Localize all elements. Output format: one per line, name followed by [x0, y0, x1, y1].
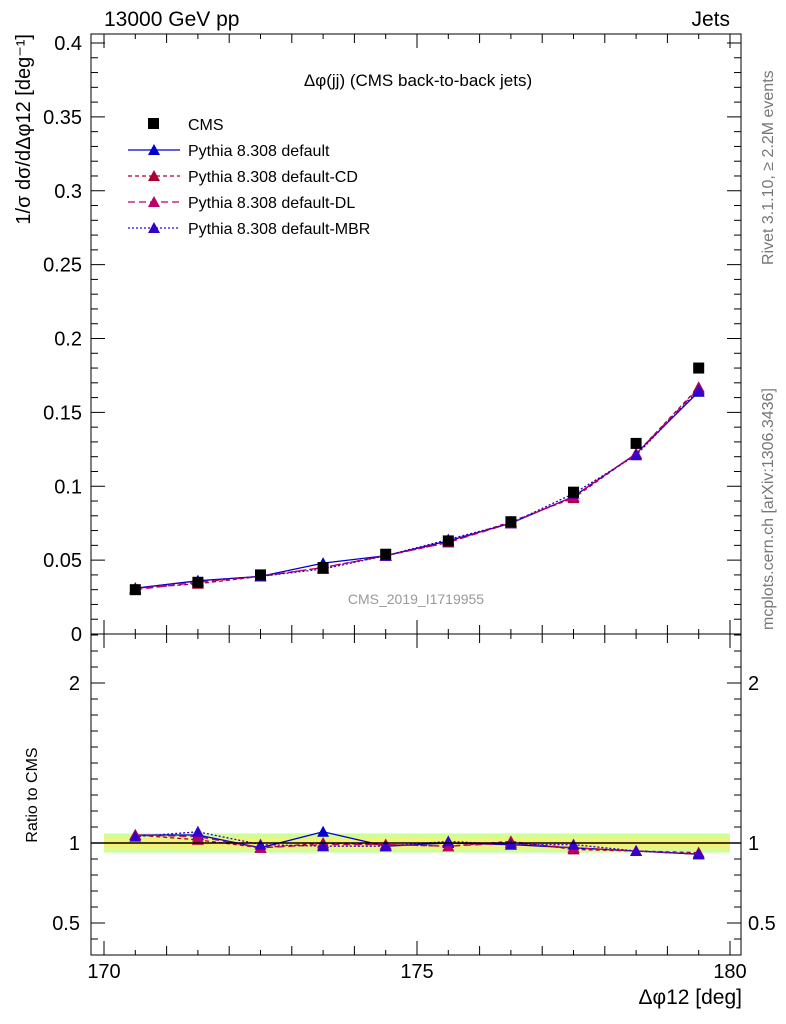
y-axis-title: 1/σ dσ/dΔφ12 [deg⁻¹]	[13, 34, 35, 225]
data-point	[442, 535, 454, 547]
ratio-series-group	[129, 825, 705, 860]
y-tick-label: 0.2	[54, 329, 82, 351]
y-tick-label: 0.25	[43, 255, 82, 277]
y-tick-label: 0.15	[43, 402, 82, 424]
data-point	[255, 569, 266, 581]
ratio-line	[135, 834, 699, 854]
ratio-point	[379, 840, 392, 852]
ratio-tick-label: 2	[69, 673, 80, 695]
data-point	[129, 584, 141, 596]
y-tick-label: 0.05	[43, 550, 82, 572]
analysis-watermark: CMS_2019_I1719955	[348, 591, 484, 607]
main-series-group	[129, 362, 705, 596]
plot-title: Δφ(jj) (CMS back-to-back jets)	[304, 71, 532, 90]
data-point	[630, 437, 642, 449]
data-point	[380, 548, 392, 560]
series-point	[630, 449, 643, 461]
data-point	[317, 562, 329, 574]
ratio-tick-label: 1	[69, 833, 80, 855]
x-tick-label: 180	[713, 961, 746, 983]
ratio-tick-label: 0.5	[52, 913, 80, 935]
header-category-label: Jets	[691, 8, 730, 31]
axis-labels: 170 175 180 0 0.05 0.1 0.15 0.2 0.25 0.3 0.35 0.4 0.…	[13, 33, 776, 1009]
series-point	[692, 384, 705, 396]
y-tick-label: 0.3	[54, 181, 82, 203]
legend-label: CMS	[188, 117, 224, 134]
y-tick-label: 0.1	[54, 476, 82, 498]
y-tick-label: 0	[71, 624, 82, 646]
legend-marker	[148, 144, 160, 155]
series-line	[135, 388, 700, 591]
ratio-point	[317, 840, 330, 852]
ratio-point	[567, 838, 580, 850]
ratio-plot-frame	[90, 633, 742, 956]
legend-marker	[148, 222, 160, 233]
ratio-tick-label-right: 0.5	[748, 913, 776, 935]
ratio-point	[129, 830, 142, 842]
ratio-tick-label-right: 1	[748, 833, 759, 855]
axis-ticks	[91, 34, 741, 955]
data-point	[568, 486, 579, 498]
ratio-point	[317, 825, 330, 837]
ratio-line	[135, 831, 699, 855]
ratio-point	[692, 848, 705, 860]
ratio-point	[191, 825, 204, 837]
ratio-tick-label-right: 2	[748, 673, 759, 695]
legend-label: Pythia 8.308 default-MBR	[188, 221, 370, 238]
legend-label: Pythia 8.308 default	[188, 143, 330, 160]
header-energy-label: 13000 GeV pp	[104, 8, 240, 31]
series-line	[135, 391, 700, 589]
x-tick-label: 170	[87, 961, 120, 983]
ratio-axis-title: Ratio to CMS	[24, 747, 41, 842]
ratio-point	[254, 838, 267, 850]
legend: CMS Pythia 8.308 default Pythia 8.308 defa…	[128, 117, 370, 238]
legend-marker	[148, 196, 160, 207]
ratio-point	[504, 838, 517, 850]
ratio-point	[630, 845, 643, 856]
y-tick-label: 0.35	[43, 107, 82, 129]
data-point	[505, 516, 517, 528]
data-point	[693, 362, 705, 374]
data-point	[192, 576, 204, 588]
x-tick-label: 175	[400, 961, 433, 983]
legend-marker	[148, 170, 160, 181]
legend-label: Pythia 8.308 default-CD	[188, 169, 358, 186]
legend-marker-data	[148, 118, 159, 129]
legend-label: Pythia 8.308 default-DL	[188, 195, 355, 212]
ratio-line	[135, 834, 699, 855]
series-line	[135, 386, 700, 589]
series-line	[135, 389, 700, 589]
x-axis-title: Δφ12 [deg]	[638, 986, 742, 1009]
y-tick-label: 0.4	[54, 33, 82, 55]
